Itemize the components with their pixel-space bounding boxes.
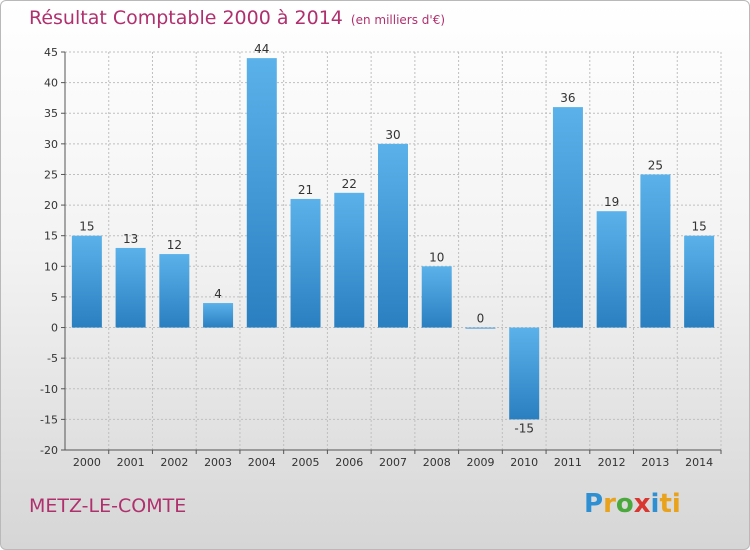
bar-value-label: 21	[298, 183, 313, 197]
x-tick-label: 2007	[379, 456, 407, 469]
bars	[71, 58, 715, 420]
bar-value-label: 15	[79, 220, 94, 234]
x-tick-label: 2010	[510, 456, 538, 469]
bar-value-label: 30	[385, 128, 400, 142]
x-tick-label: 2001	[117, 456, 145, 469]
x-tick-label: 2009	[466, 456, 494, 469]
chart-unit: (en milliers d'€)	[350, 13, 446, 27]
y-tick-label: 30	[44, 138, 58, 151]
bar-value-label: 25	[648, 158, 663, 172]
bar-value-label: 15	[691, 220, 706, 234]
bar	[378, 143, 408, 328]
x-tick-label: 2011	[554, 456, 582, 469]
y-tick-label: -10	[40, 383, 58, 396]
chart-title: Résultat Comptable 2000 à 2014 (en millie…	[29, 7, 445, 29]
x-axis: 2000 2001 2002 2003 2004 2005 2006 2007 2008 2009…	[65, 449, 722, 469]
bar	[465, 327, 496, 329]
x-tick-label: 2002	[160, 456, 188, 469]
x-tick-label: 2008	[423, 456, 451, 469]
bar	[246, 58, 277, 328]
x-tick-label: 2012	[598, 456, 626, 469]
bar	[115, 247, 146, 328]
bar-value-label: 19	[604, 195, 619, 209]
commune-name: METZ-LE-COMTE	[29, 495, 187, 517]
y-tick-label: 45	[44, 46, 58, 59]
bar-value-label: 13	[123, 232, 138, 246]
bar-value-label: 4	[214, 287, 222, 301]
bar	[290, 198, 321, 328]
x-tick-label: 2000	[73, 456, 101, 469]
bar-value-label: 44	[254, 42, 269, 56]
bar	[684, 235, 715, 328]
proxiti-logo: Proxiti	[584, 489, 681, 519]
y-tick-label: 35	[44, 107, 58, 120]
x-tick-label: 2006	[335, 456, 363, 469]
bar	[509, 327, 540, 420]
bar-value-label: 36	[560, 91, 575, 105]
x-tick-label: 2004	[248, 456, 276, 469]
y-tick-label: 0	[51, 322, 58, 335]
x-tick-label: 2014	[685, 456, 713, 469]
x-tick-label: 2005	[292, 456, 320, 469]
y-tick-label: 20	[44, 199, 58, 212]
bar	[640, 174, 671, 328]
bar	[71, 235, 102, 328]
x-tick-label: 2003	[204, 456, 232, 469]
y-tick-label: 25	[44, 168, 58, 181]
bar	[421, 266, 452, 328]
bar	[203, 303, 234, 328]
y-tick-label: -5	[47, 352, 58, 365]
y-tick-label: 5	[51, 291, 58, 304]
bar-value-label: -15	[514, 421, 534, 435]
y-axis: -20 -15 -10 -5 0 5 10 15 20 25 30 35 40 45	[40, 46, 66, 457]
x-tick-label: 2013	[641, 456, 669, 469]
bar-value-label: 12	[167, 238, 182, 252]
y-tick-label: 15	[44, 230, 58, 243]
y-tick-label: 40	[44, 77, 58, 90]
bar-value-label: 10	[429, 250, 444, 264]
bar	[596, 211, 627, 328]
chart-title-text: Résultat Comptable 2000 à 2014	[29, 7, 343, 29]
bar	[159, 254, 190, 328]
y-tick-label: -20	[40, 444, 58, 457]
bar	[552, 107, 583, 328]
bar-value-label: 22	[342, 177, 357, 191]
y-tick-label: -15	[40, 413, 58, 426]
bar-value-label: 0	[477, 312, 485, 326]
bar	[334, 192, 365, 328]
y-tick-label: 10	[44, 260, 58, 273]
